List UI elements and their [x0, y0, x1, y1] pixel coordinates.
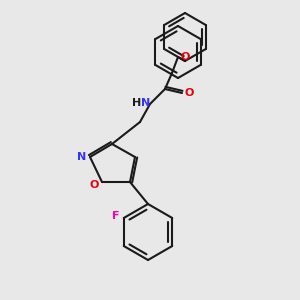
Text: N: N [141, 98, 151, 108]
Text: F: F [112, 211, 119, 221]
Text: O: O [89, 180, 99, 190]
Text: N: N [77, 152, 87, 162]
Text: O: O [184, 88, 194, 98]
Text: O: O [180, 52, 190, 62]
Text: H: H [132, 98, 142, 108]
